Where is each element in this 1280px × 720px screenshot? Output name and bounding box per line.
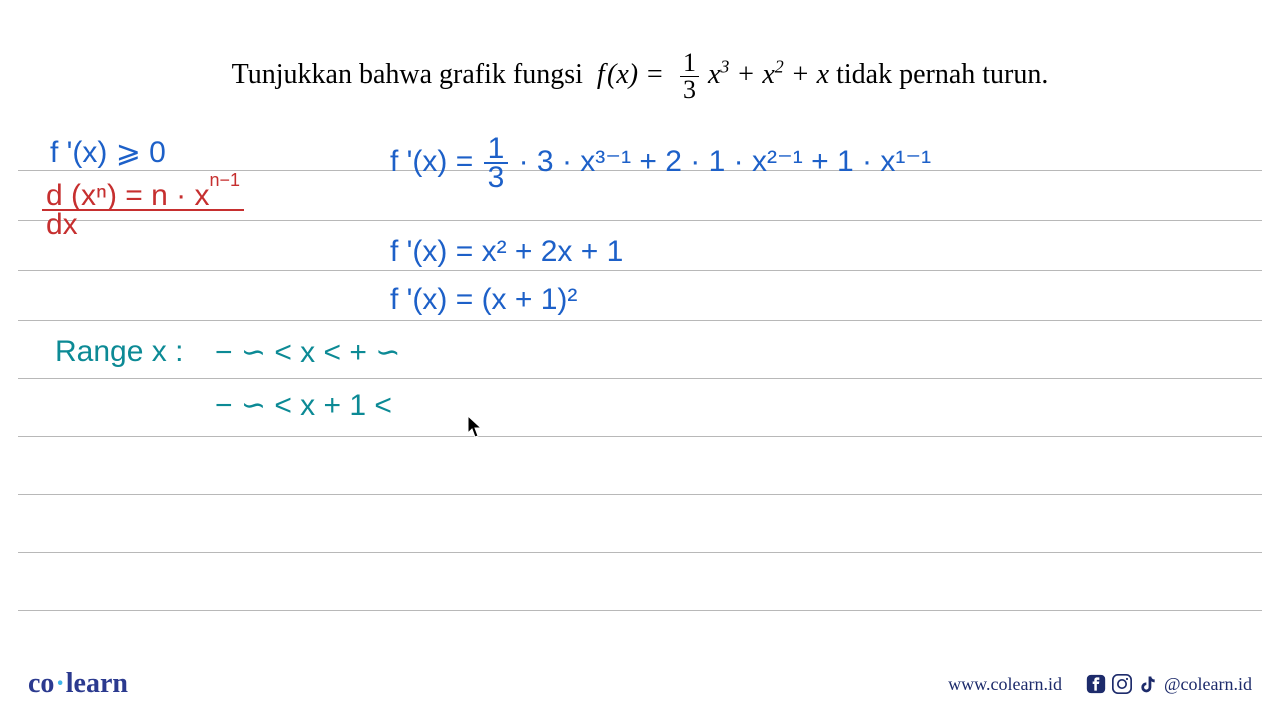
rule-rest: (xⁿ) = n · x: [63, 179, 210, 212]
mouse-cursor-icon: [467, 415, 485, 439]
social-icons: @colearn.id: [1086, 674, 1252, 695]
ruled-line: [18, 610, 1262, 611]
instagram-icon: [1112, 674, 1132, 694]
problem-statement: Tunjukkan bahwa grafik fungsi f (x) = 1 …: [0, 50, 1280, 103]
footer-url: www.colearn.id: [948, 674, 1062, 695]
note-range-line2: − ∽ < x + 1 <: [215, 388, 392, 423]
logo-dot-icon: ·: [55, 668, 64, 699]
problem-fraction: 1 3: [680, 50, 699, 103]
note-range-line1: − ∽ < x < + ∽: [215, 335, 400, 370]
note-deriv-line3: f '(x) = (x + 1)²: [390, 283, 577, 317]
deriv1-num: 1: [484, 135, 509, 164]
footer-handle: @colearn.id: [1164, 674, 1252, 695]
problem-suffix: tidak pernah turun.: [836, 59, 1048, 90]
tiktok-icon: [1138, 674, 1158, 694]
problem-prefix: Tunjukkan bahwa grafik fungsi: [232, 59, 590, 90]
note-power-rule: d (xⁿ) = n · xn−1 dx: [40, 180, 246, 238]
footer: co·learn www.colearn.id @colearn.id: [0, 668, 1280, 700]
ruled-line: [18, 552, 1262, 553]
deriv1-pre: f '(x) =: [390, 145, 482, 178]
note-fprime-ge0: f '(x) ⩾ 0: [50, 135, 166, 170]
note-range-label: Range x :: [55, 335, 183, 369]
ruled-line: [18, 320, 1262, 321]
ruled-line: [18, 378, 1262, 379]
ruled-line: [18, 270, 1262, 271]
note-deriv-line1: f '(x) = 1 3 · 3 · x³⁻¹ + 2 · 1 · x²⁻¹ +…: [390, 135, 931, 191]
logo-right: learn: [66, 668, 128, 699]
fraction-denominator: 3: [680, 77, 699, 103]
deriv1-rest: · 3 · x³⁻¹ + 2 · 1 · x²⁻¹ + 1 · x¹⁻¹: [519, 145, 932, 178]
ruled-line: [18, 436, 1262, 437]
problem-terms: x3 + x2 + x: [708, 59, 829, 90]
brand-logo: co·learn: [28, 668, 128, 700]
facebook-icon: [1086, 674, 1106, 694]
fraction-numerator: 1: [680, 50, 699, 77]
problem-func: f (x) =: [590, 59, 671, 90]
deriv1-den: 3: [484, 164, 509, 191]
footer-right: www.colearn.id @colearn.id: [948, 674, 1252, 695]
note-deriv-line2: f '(x) = x² + 2x + 1: [390, 235, 623, 269]
rule-exp: n−1: [209, 170, 240, 190]
ruled-line: [18, 494, 1262, 495]
logo-left: co: [28, 668, 54, 699]
rule-dx: dx: [46, 208, 78, 241]
